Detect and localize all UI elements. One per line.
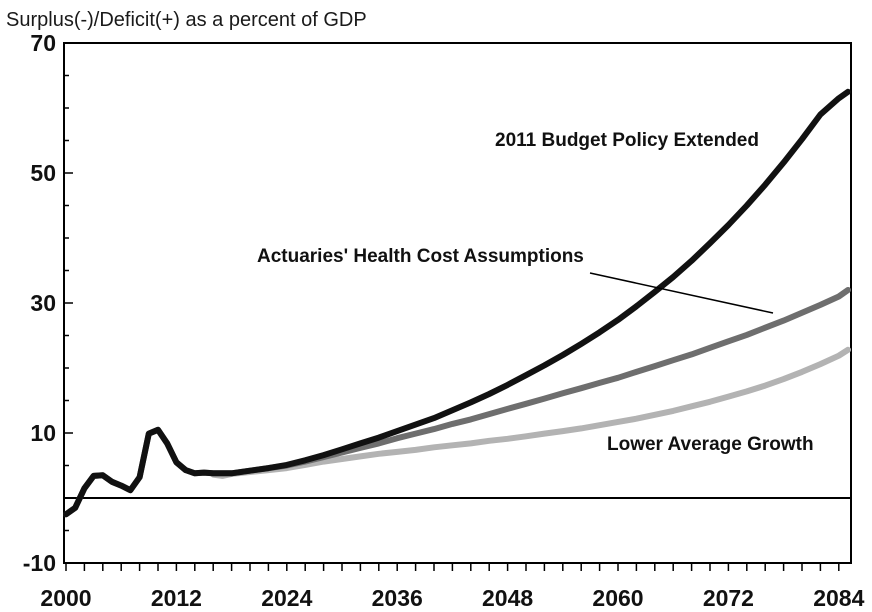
x-tick-label: 2000 <box>40 585 91 611</box>
x-tick-label: 2060 <box>592 585 643 611</box>
x-tick-label: 2084 <box>813 585 864 611</box>
annotation-actuaries: Actuaries' Health Cost Assumptions <box>257 246 584 267</box>
series-line-actuaries-health-cost-assumptions <box>66 290 848 514</box>
annotation-leader-line <box>590 273 773 313</box>
y-tick-label: 70 <box>30 30 56 56</box>
y-tick-label: 10 <box>30 420 56 446</box>
plot-frame <box>64 43 851 563</box>
annotation-lower-growth: Lower Average Growth <box>607 434 814 455</box>
y-tick-label: 50 <box>30 160 56 186</box>
y-tick-label: 30 <box>30 290 56 316</box>
x-tick-label: 2048 <box>482 585 533 611</box>
x-tick-labels: 2000 2012 2024 2036 2048 2060 2072 2084 <box>40 585 864 611</box>
x-tick-label: 2072 <box>703 585 754 611</box>
x-tick-label: 2012 <box>151 585 202 611</box>
x-tick-label: 2036 <box>372 585 423 611</box>
axis-ticks <box>64 43 839 571</box>
x-tick-label: 2024 <box>261 585 312 611</box>
annotation-budget-policy: 2011 Budget Policy Extended <box>495 130 759 151</box>
y-axis-title: Surplus(-)/Deficit(+) as a percent of GD… <box>6 9 367 31</box>
y-tick-labels: -10 10 30 50 70 <box>23 30 56 576</box>
y-tick-label: -10 <box>23 550 56 576</box>
